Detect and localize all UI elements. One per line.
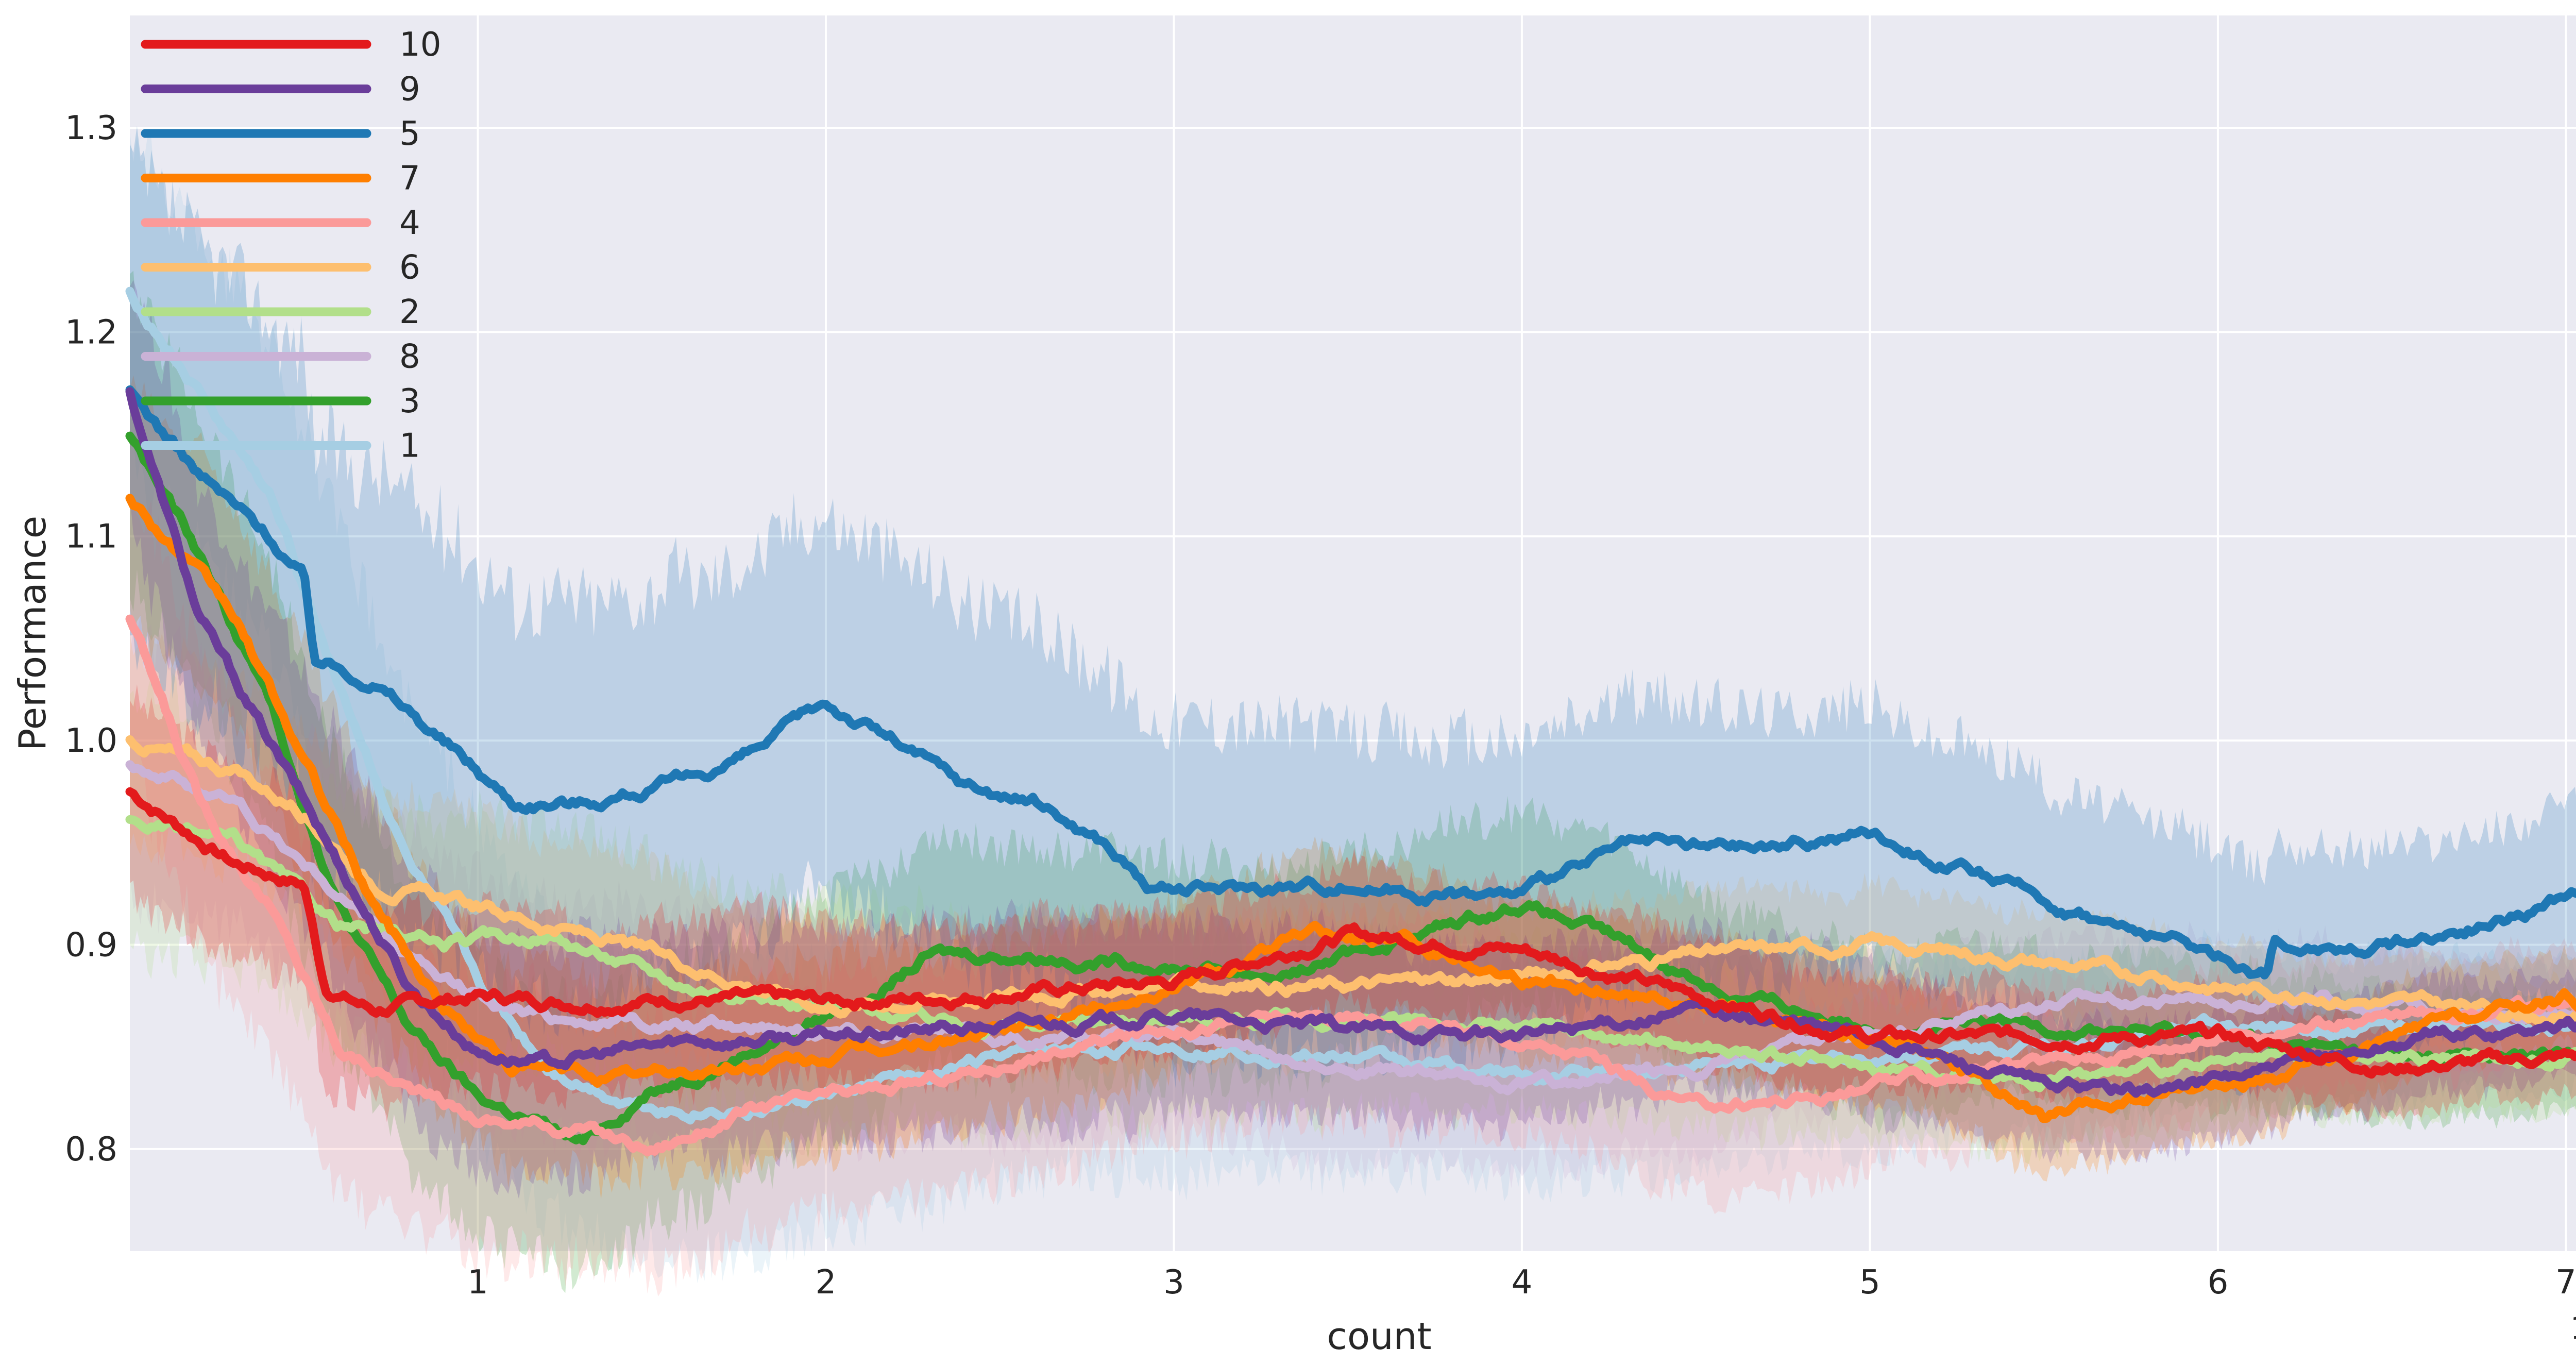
legend-label-10: 10 [399,26,441,64]
legend-label-3: 3 [399,382,420,420]
series-line-9 [125,387,2576,1098]
legend: 10 9 5 7 4 6 2 8 3 1 [141,26,441,465]
x-tick-label: 7 [2555,1263,2576,1302]
legend-label-5: 5 [399,115,420,153]
y-tick-label: 1.3 [65,109,117,147]
series-line-6 [125,735,2576,1029]
legend-label-6: 6 [399,249,420,287]
y-tick-label: 1.1 [65,518,117,556]
legend-label-9: 9 [399,71,420,109]
series-lines [125,287,2576,1156]
legend-label-7: 7 [399,160,420,198]
series-band-9 [130,280,2576,1199]
y-tick-labels: 0.8 0.9 1.0 1.1 1.2 1.3 [65,109,117,1169]
y-tick-label: 0.9 [65,926,117,964]
x-tick-label: 1 [467,1263,488,1302]
plot-background [130,15,2576,1251]
x-axis-scale-label: 1e4 [2570,1310,2576,1346]
series-band-5 [130,126,2576,1100]
x-tick-label: 5 [1859,1263,1880,1302]
y-tick-label: 0.8 [65,1131,117,1169]
legend-label-1: 1 [399,427,420,465]
legend-label-8: 8 [399,338,420,376]
legend-label-2: 2 [399,293,420,331]
x-axis-label: count [1327,1315,1431,1358]
x-tick-labels: 1 2 3 4 5 6 7 [467,1263,2576,1302]
x-tick-label: 6 [2208,1263,2229,1302]
legend-label-4: 4 [399,204,420,242]
series-line-10 [125,787,2576,1079]
y-tick-label: 1.0 [65,722,117,760]
y-tick-label: 1.2 [65,313,117,351]
grid-lines [130,15,2576,1251]
x-tick-label: 2 [816,1263,837,1302]
x-tick-label: 3 [1163,1263,1184,1302]
series-line-8 [125,760,2576,1096]
y-axis-label: Performance [11,516,54,751]
x-tick-label: 4 [1512,1263,1533,1302]
series-band-4 [130,499,2576,1296]
series-line-5 [125,385,2576,980]
